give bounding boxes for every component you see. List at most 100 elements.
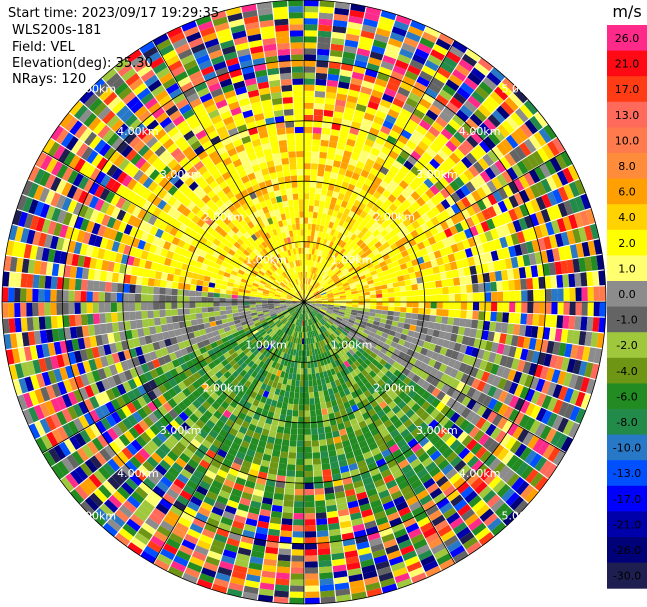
range-gate: [430, 302, 437, 309]
range-gate: [337, 315, 344, 320]
range-gate: [415, 124, 428, 136]
range-gate: [505, 356, 514, 369]
range-gate: [413, 538, 428, 550]
range-gate: [357, 223, 365, 232]
range-gate: [452, 427, 464, 439]
range-gate: [328, 280, 335, 286]
range-gate: [314, 348, 319, 356]
range-gate: [544, 463, 558, 479]
range-gate: [322, 283, 329, 288]
range-gate: [479, 170, 491, 183]
range-gate: [447, 253, 456, 263]
range-gate: [307, 292, 312, 298]
range-gate: [441, 431, 453, 443]
range-gate: [339, 348, 346, 356]
range-gate: [447, 278, 455, 287]
range-gate: [372, 505, 385, 515]
range-gate: [496, 281, 503, 292]
range-gate: [344, 107, 355, 116]
range-gate: [377, 340, 385, 347]
range-gate: [514, 279, 522, 291]
range-gate: [362, 284, 369, 290]
range-gate: [376, 409, 386, 419]
range-gate: [314, 230, 319, 237]
range-gate: [487, 240, 497, 252]
range-gate: [436, 475, 449, 488]
range-gate: [340, 332, 347, 339]
range-gate: [304, 368, 308, 375]
range-gate: [304, 90, 315, 97]
ppi-gates: [2, 0, 606, 604]
range-gate: [314, 90, 326, 98]
range-gate: [475, 369, 485, 380]
range-gate: [437, 133, 449, 145]
range-gate: [469, 225, 479, 237]
range-gate: [482, 153, 495, 167]
range-gate: [562, 315, 570, 329]
range-gate: [377, 104, 390, 115]
range-gate: [364, 325, 372, 332]
range-gate: [325, 313, 331, 317]
range-gate: [460, 184, 471, 197]
range-gate: [472, 499, 486, 513]
range-gate: [359, 275, 366, 281]
range-gate: [363, 205, 372, 214]
range-gate: [304, 356, 308, 363]
range-gate: [431, 514, 446, 527]
range-gate: [343, 420, 352, 429]
range-gate: [481, 196, 492, 209]
range-gate: [342, 375, 350, 383]
range-gate: [159, 309, 166, 318]
range-gate: [430, 195, 441, 206]
range-gate: [379, 336, 387, 343]
range-gate: [460, 486, 474, 499]
range-gate: [535, 378, 546, 392]
range-gate: [172, 322, 180, 330]
range-gate: [567, 164, 580, 181]
range-gate: [400, 108, 412, 119]
range-gate: [304, 42, 317, 49]
range-gate: [367, 408, 377, 417]
range-gate: [334, 279, 341, 284]
range-gate: [587, 286, 594, 301]
range-gate: [74, 314, 82, 326]
range-gate: [324, 201, 331, 209]
range-gate: [307, 306, 312, 312]
range-gate: [376, 225, 385, 233]
range-gate: [388, 267, 396, 274]
range-gate: [319, 256, 324, 264]
range-gate: [336, 246, 343, 253]
range-gate: [348, 279, 355, 285]
range-gate: [458, 464, 471, 477]
range-gate: [469, 328, 477, 338]
range-gate: [458, 362, 468, 373]
range-gate: [306, 253, 309, 260]
range-gate: [134, 302, 142, 311]
range-gate: [403, 490, 416, 501]
range-gate: [461, 435, 473, 447]
range-gate: [328, 342, 334, 349]
range-gate: [475, 329, 483, 339]
range-gate: [373, 115, 385, 126]
range-gate: [346, 342, 354, 349]
range-gate: [464, 364, 474, 376]
range-gate: [433, 454, 446, 466]
range-gate: [552, 248, 561, 262]
range-gate: [317, 163, 326, 171]
range-gate: [319, 320, 325, 326]
range-gate: [431, 387, 441, 398]
range-gate: [334, 392, 341, 400]
range-gate: [360, 320, 368, 326]
range-gate: [523, 172, 535, 186]
range-gate: [486, 72, 502, 86]
range-gate: [434, 273, 442, 281]
range-gate: [309, 304, 315, 308]
range-gate: [338, 428, 347, 437]
range-gate: [403, 323, 411, 330]
range-gate: [401, 328, 409, 336]
range-gate: [243, 299, 250, 302]
range-gate: [481, 208, 492, 221]
range-gate: [165, 316, 173, 324]
range-gate: [307, 356, 311, 363]
range-gate: [429, 184, 440, 196]
